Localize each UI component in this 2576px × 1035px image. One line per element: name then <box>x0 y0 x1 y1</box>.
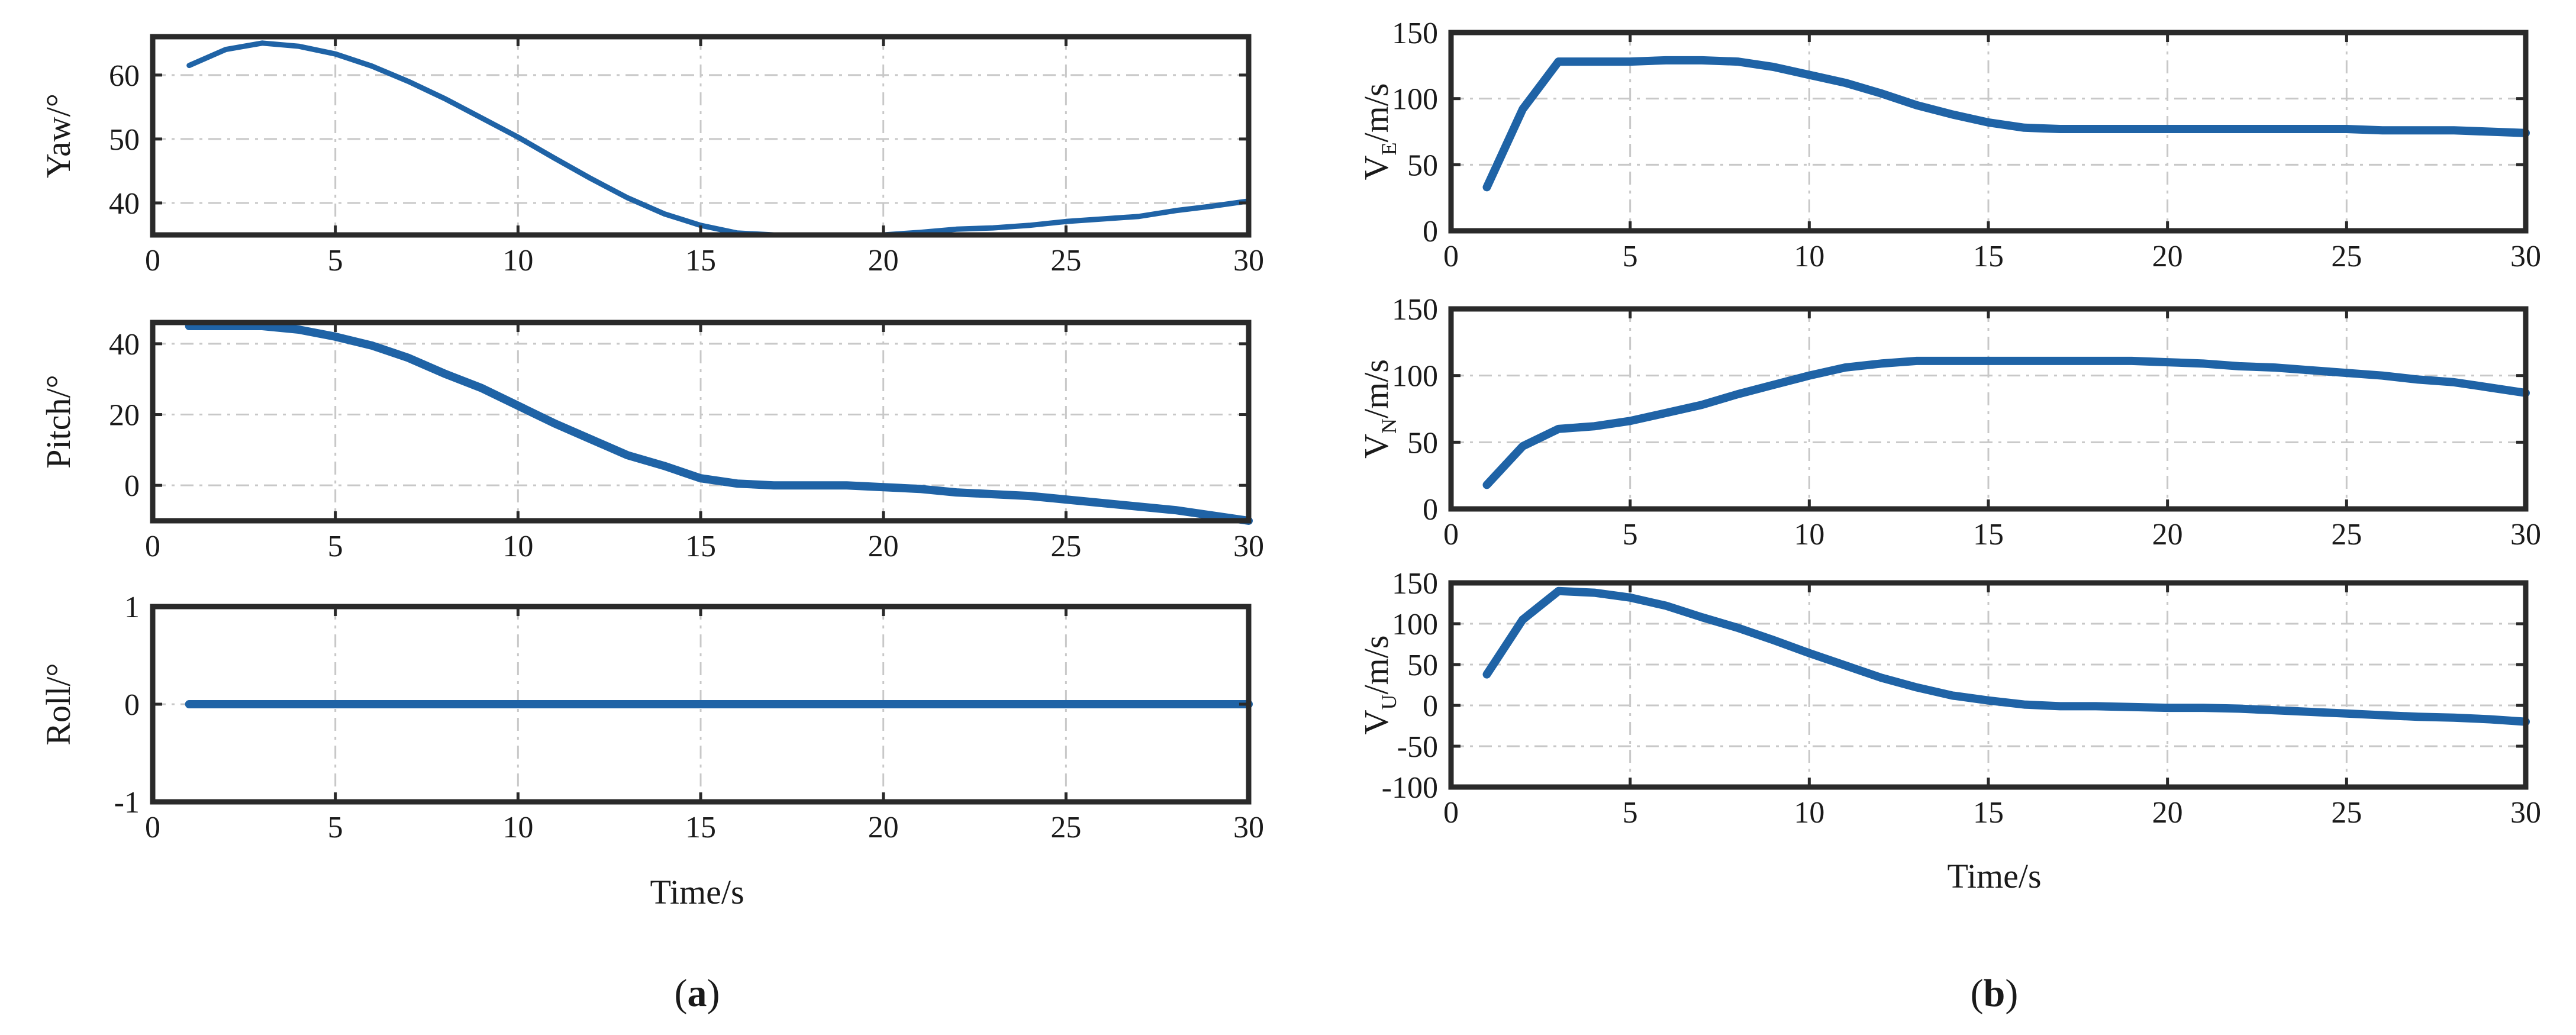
chart-2-xtick-label-3: 15 <box>685 530 716 563</box>
chart-6-xtick-label-2: 10 <box>1794 796 1824 830</box>
chart-4-xtick-label-4: 20 <box>2152 240 2183 273</box>
chart-3-xtick-label-5: 25 <box>1050 811 1081 844</box>
chart-2-ylabel: Pitch/° <box>39 375 78 469</box>
chart-3-ytick-label-0: -1 <box>114 786 140 820</box>
chart-5-xtick-label-5: 25 <box>2331 518 2362 552</box>
chart-1-xtick-label-6: 30 <box>1233 244 1264 278</box>
chart-4-xtick-label-5: 25 <box>2331 240 2362 273</box>
chart-5-xtick-label-0: 0 <box>1443 518 1459 552</box>
chart-1-ytick-label-0: 40 <box>109 187 140 221</box>
chart-6-ytick-label-4: 100 <box>1392 608 1438 641</box>
chart-1-xtick-label-0: 0 <box>145 244 160 278</box>
chart-4-xtick-label-2: 10 <box>1794 240 1824 273</box>
chart-1-ytick-label-2: 60 <box>109 59 140 93</box>
chart-5-ylabel: VN/m/s <box>1357 359 1401 459</box>
chart-3-xtick-label-4: 20 <box>868 811 899 844</box>
chart-1-series-line <box>186 40 1252 238</box>
chart-6-xtick-label-1: 5 <box>1623 796 1638 830</box>
chart-2-ytick-label-0: 0 <box>124 469 140 503</box>
chart-6-ytick-label-2: 0 <box>1423 689 1438 723</box>
chart-4-xtick-label-3: 15 <box>1973 240 2004 273</box>
chart-3-xtick-label-1: 5 <box>328 811 343 844</box>
chart-4-ytick-label-1: 50 <box>1407 149 1438 182</box>
chart-2-ytick-label-1: 20 <box>109 399 140 433</box>
chart-6-ytick-label-3: 50 <box>1407 649 1438 682</box>
chart-4-xtick-label-1: 5 <box>1623 240 1638 273</box>
chart-5-ytick-label-0: 0 <box>1423 493 1438 527</box>
chart-5-xtick-label-6: 30 <box>2510 518 2541 552</box>
chart-6-xtick-label-0: 0 <box>1443 796 1459 830</box>
chart-4-series-line <box>1482 56 2530 192</box>
panel-a-xlabel: Time/s <box>650 873 744 911</box>
frame-layer <box>150 30 2529 805</box>
chart-5-xtick-label-3: 15 <box>1973 518 2004 552</box>
chart-3-ytick-label-2: 1 <box>124 591 140 624</box>
chart-6-xtick-label-6: 30 <box>2510 796 2541 830</box>
chart-1-ylabel: Yaw/° <box>39 93 78 178</box>
chart-5-xtick-label-4: 20 <box>2152 518 2183 552</box>
chart-3-ylabel: Roll/° <box>39 663 78 745</box>
grid-layer <box>153 33 2526 802</box>
chart-3-xtick-label-2: 10 <box>502 811 533 844</box>
chart-2-xtick-label-6: 30 <box>1233 530 1264 563</box>
chart-4-ytick-label-3: 150 <box>1392 17 1438 50</box>
chart-3-xtick-label-3: 15 <box>685 811 716 844</box>
chart-1-xtick-label-3: 15 <box>685 244 716 278</box>
chart-2-xtick-label-4: 20 <box>868 530 899 563</box>
chart-1-xtick-label-1: 5 <box>328 244 343 278</box>
panel-b-caption: (b) <box>1971 972 2019 1015</box>
chart-5-xtick-label-2: 10 <box>1794 518 1824 552</box>
chart-5-xtick-label-1: 5 <box>1623 518 1638 552</box>
chart-6-ytick-label-5: 150 <box>1392 567 1438 601</box>
chart-2-ytick-label-2: 40 <box>109 328 140 362</box>
chart-4-ytick-label-2: 100 <box>1392 83 1438 117</box>
chart-2-xtick-label-5: 25 <box>1050 530 1081 563</box>
chart-4-ytick-label-0: 0 <box>1423 215 1438 249</box>
chart-3-ytick-label-1: 0 <box>124 688 140 722</box>
chart-5-ytick-label-3: 150 <box>1392 293 1438 327</box>
panel-b-xlabel: Time/s <box>1947 857 2041 895</box>
chart-5-ytick-label-2: 100 <box>1392 360 1438 394</box>
chart-4-ylabel: VE/m/s <box>1357 83 1401 180</box>
chart-2-series-line <box>185 322 1253 525</box>
chart-2-xtick-label-2: 10 <box>502 530 533 563</box>
chart-3-xtick-label-0: 0 <box>145 811 160 844</box>
chart-5-ytick-label-1: 50 <box>1407 426 1438 460</box>
chart-1-xtick-label-2: 10 <box>502 244 533 278</box>
chart-6-xtick-label-4: 20 <box>2152 796 2183 830</box>
chart-1-xtick-label-4: 20 <box>868 244 899 278</box>
series-layer <box>185 40 2530 726</box>
chart-6-series-line <box>1482 586 2530 726</box>
chart-5-series-line <box>1482 356 2530 489</box>
panel-a-caption: (a) <box>675 972 720 1015</box>
chart-2-xtick-label-1: 5 <box>328 530 343 563</box>
chart-6-xtick-label-5: 25 <box>2331 796 2362 830</box>
chart-4-xtick-label-0: 0 <box>1443 240 1459 273</box>
chart-2-xtick-label-0: 0 <box>145 530 160 563</box>
chart-4-xtick-label-6: 30 <box>2510 240 2541 273</box>
chart-3-xtick-label-6: 30 <box>1233 811 1264 844</box>
chart-1-xtick-label-5: 25 <box>1050 244 1081 278</box>
chart-1-ytick-label-1: 50 <box>109 123 140 157</box>
chart-6-ytick-label-1: -50 <box>1397 730 1438 764</box>
chart-6-ytick-label-0: -100 <box>1382 771 1438 805</box>
chart-6-xtick-label-3: 15 <box>1973 796 2004 830</box>
chart-6-ylabel: VU/m/s <box>1357 636 1401 735</box>
